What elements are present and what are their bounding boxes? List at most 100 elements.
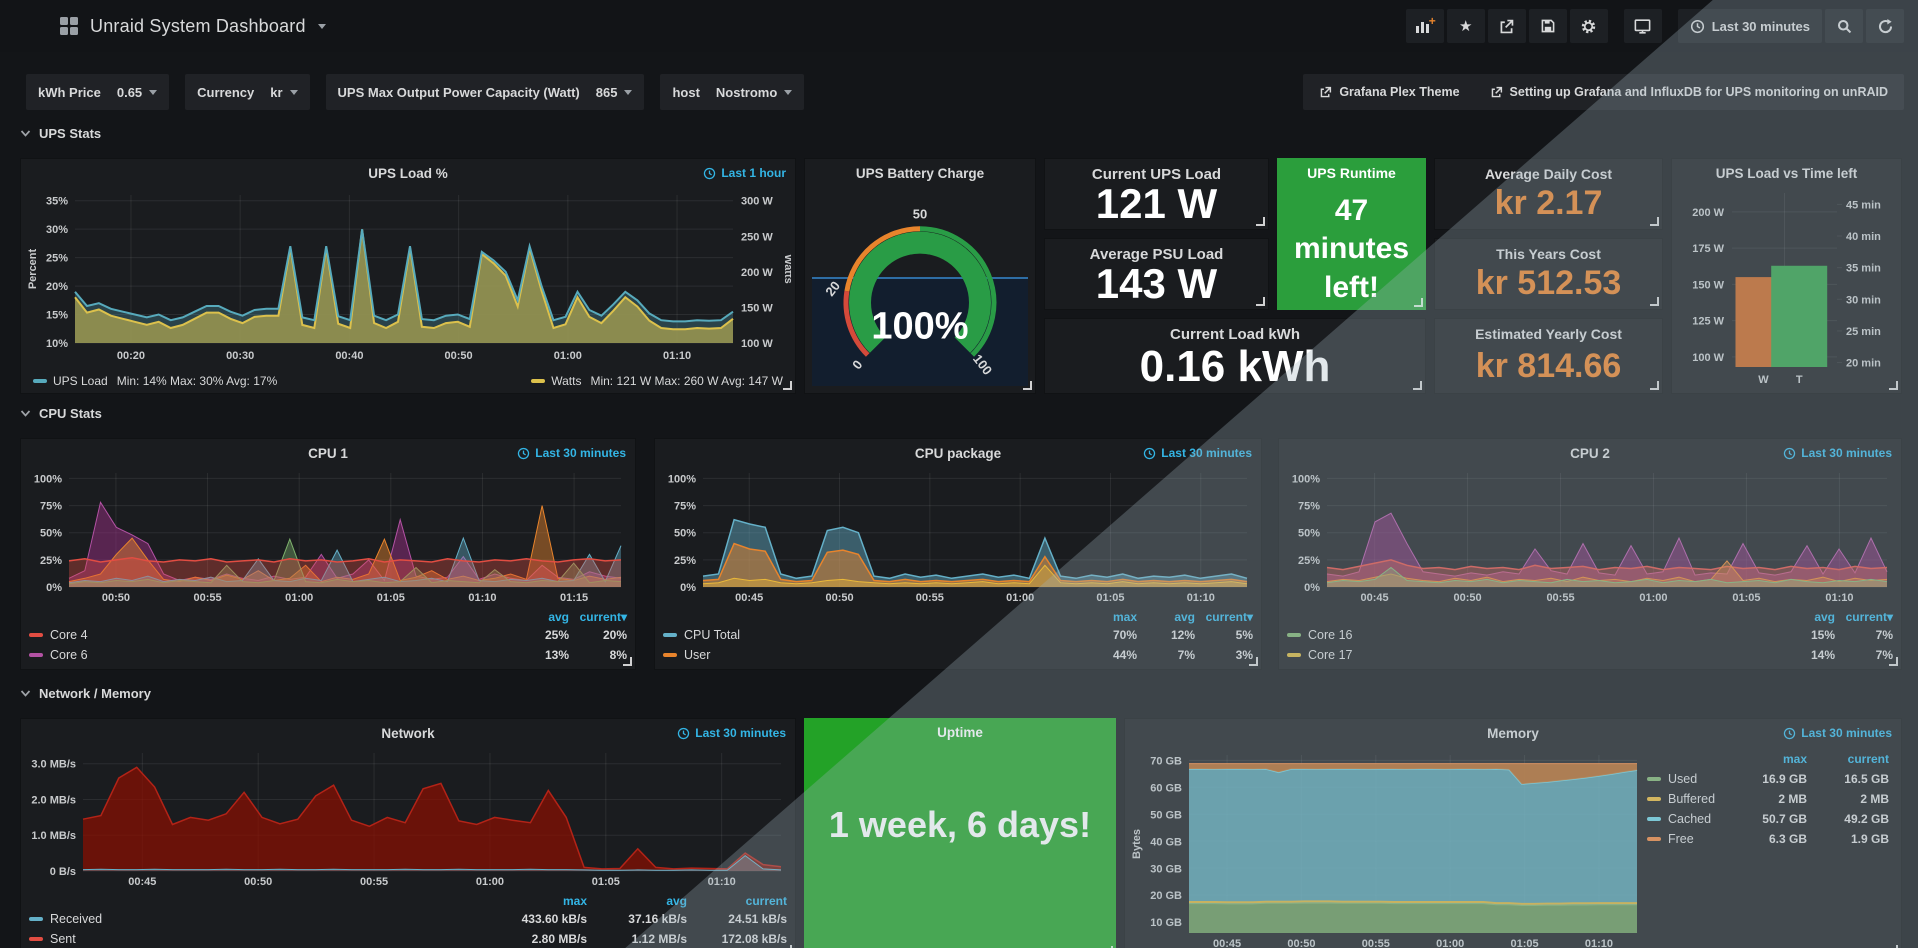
panel-resize-handle[interactable]: [1650, 381, 1659, 390]
legend-column-header[interactable]: current▾: [579, 609, 627, 624]
legend-column-header[interactable]: avg: [1174, 609, 1195, 624]
legend-swatch[interactable]: [33, 379, 47, 383]
legend-column-header[interactable]: max: [1782, 752, 1807, 766]
variable-value-dropdown[interactable]: Nostromo: [716, 85, 793, 100]
dashboard-grid-icon[interactable]: [60, 17, 78, 35]
legend-column-header[interactable]: current▾: [1845, 609, 1893, 624]
legend-series-name[interactable]: UPS Load: [53, 374, 108, 388]
network-chart[interactable]: 00:45 00:50 00:55 01:00 01:05 01:10 3.0 MB/s 2.…: [25, 747, 791, 889]
legend-column-header[interactable]: current: [1847, 752, 1889, 766]
link-ups-monitoring-guide[interactable]: Setting up Grafana and InfluxDB for UPS …: [1490, 85, 1888, 99]
link-grafana-plex-theme[interactable]: Grafana Plex Theme: [1319, 85, 1460, 99]
panel-title[interactable]: Average PSU Load: [1089, 246, 1224, 263]
legend-swatch[interactable]: [531, 379, 546, 383]
legend-series-name[interactable]: Watts: [551, 374, 582, 388]
chevron-down-icon[interactable]: [317, 23, 326, 29]
panel-title[interactable]: UPS Runtime: [1307, 165, 1396, 181]
panel-resize-handle[interactable]: [1023, 381, 1032, 390]
load-vs-time-bar-chart[interactable]: 200 W 175 W 150 W 125 W 100 W 45 min 40 min 35 …: [1676, 185, 1897, 389]
panel-resize-handle[interactable]: [1256, 297, 1265, 306]
section-cpu-stats[interactable]: CPU Stats: [20, 406, 102, 421]
panel-time-range[interactable]: Last 30 minutes: [1143, 446, 1252, 460]
legend-column-header[interactable]: avg: [1814, 609, 1835, 624]
legend-column-header[interactable]: current▾: [1205, 609, 1253, 624]
cpu1-chart[interactable]: 00:50 00:55 01:00 01:05 01:10 01:15 100% 75% 50%…: [25, 467, 631, 605]
memory-chart[interactable]: 00:45 00:50 00:55 01:00 01:05 01:10 70 GB 60 GB…: [1129, 747, 1643, 948]
battery-charge-gauge[interactable]: 0 20 50 100 100%: [813, 189, 1027, 385]
panel-title[interactable]: Current Load kWh: [1170, 326, 1300, 343]
share-button[interactable]: [1487, 9, 1526, 43]
time-range-picker[interactable]: Last 30 minutes: [1677, 9, 1822, 43]
legend-column-header[interactable]: avg: [666, 893, 687, 908]
variable-value-dropdown[interactable]: kr: [270, 85, 298, 100]
legend-swatch[interactable]: [29, 633, 43, 637]
legend-swatch[interactable]: [1287, 653, 1301, 657]
legend-column-header[interactable]: current: [745, 893, 787, 908]
panel-title[interactable]: Estimated Yearly Cost: [1475, 326, 1622, 342]
panel-resize-handle[interactable]: [1889, 945, 1898, 948]
panel-resize-handle[interactable]: [783, 945, 792, 948]
panel-resize-handle[interactable]: [1650, 217, 1659, 226]
panel-title[interactable]: This Years Cost: [1496, 246, 1601, 262]
settings-button[interactable]: [1569, 9, 1608, 43]
legend-swatch[interactable]: [1647, 797, 1661, 801]
panel-title[interactable]: CPU 2: [1570, 446, 1610, 461]
panel-time-range[interactable]: Last 30 minutes: [677, 726, 786, 740]
save-button[interactable]: [1528, 9, 1567, 43]
variable-value-dropdown[interactable]: 0.65: [117, 85, 158, 100]
legend-series-name[interactable]: User: [684, 648, 711, 662]
legend-series-name[interactable]: Core 6: [50, 648, 88, 662]
legend-series-name[interactable]: Used: [1668, 772, 1698, 786]
cpu2-chart[interactable]: 00:45 00:50 00:55 01:00 01:05 01:10 100% 75% 50%…: [1283, 467, 1897, 605]
legend-series-name[interactable]: Core 17: [1308, 648, 1353, 662]
legend-swatch[interactable]: [29, 917, 43, 921]
variable-value-dropdown[interactable]: 865: [596, 85, 633, 100]
legend-column-header[interactable]: avg: [548, 609, 569, 624]
legend-swatch[interactable]: [1647, 817, 1661, 821]
star-button[interactable]: ★: [1446, 9, 1485, 43]
section-ups-stats[interactable]: UPS Stats: [20, 126, 101, 141]
legend-series-name[interactable]: Core 16: [1308, 628, 1353, 642]
legend-series-name[interactable]: Core 4: [50, 628, 88, 642]
ups-load-chart[interactable]: 00:20 00:30 00:40 00:50 01:00 01:10 35% 30% 25% 2…: [25, 187, 794, 363]
legend-swatch[interactable]: [663, 633, 677, 637]
legend-series-name[interactable]: CPU Total: [684, 628, 741, 642]
legend-swatch[interactable]: [29, 653, 43, 657]
panel-resize-handle[interactable]: [1413, 381, 1422, 390]
panel-title[interactable]: UPS Load %: [368, 166, 448, 181]
legend-series-name[interactable]: Received: [50, 912, 103, 926]
legend-column-header[interactable]: max: [1112, 609, 1137, 624]
panel-title[interactable]: Current UPS Load: [1091, 166, 1222, 183]
panel-title[interactable]: Average Daily Cost: [1484, 166, 1613, 182]
cpu-package-chart[interactable]: 00:45 00:50 00:55 01:00 01:05 01:10 100% 75% 50%…: [659, 467, 1257, 605]
panel-title[interactable]: CPU 1: [308, 446, 348, 461]
panel-title[interactable]: UPS Battery Charge: [855, 166, 985, 181]
panel-time-range[interactable]: Last 30 minutes: [1783, 446, 1892, 460]
panel-resize-handle[interactable]: [1889, 381, 1898, 390]
refresh-button[interactable]: [1866, 9, 1904, 43]
panel-title[interactable]: Network: [381, 726, 435, 741]
panel-resize-handle[interactable]: [1650, 297, 1659, 306]
section-network-memory[interactable]: Network / Memory: [20, 686, 151, 701]
legend-series-name[interactable]: Cached: [1668, 812, 1712, 826]
panel-time-range[interactable]: Last 30 minutes: [517, 446, 626, 460]
tv-mode-button[interactable]: [1623, 9, 1662, 43]
legend-swatch[interactable]: [1647, 777, 1661, 781]
legend-series-name[interactable]: Buffered: [1668, 792, 1716, 806]
dashboard-title[interactable]: Unraid System Dashboard: [90, 15, 306, 36]
panel-resize-handle[interactable]: [1249, 657, 1258, 666]
panel-title[interactable]: UPS Load vs Time left: [1715, 166, 1858, 181]
panel-resize-handle[interactable]: [623, 657, 632, 666]
legend-swatch[interactable]: [1647, 837, 1661, 841]
legend-column-header[interactable]: max: [562, 893, 587, 908]
panel-title[interactable]: Uptime: [937, 725, 983, 740]
add-panel-button[interactable]: +: [1405, 9, 1444, 43]
panel-resize-handle[interactable]: [1256, 217, 1265, 226]
panel-time-range[interactable]: Last 30 minutes: [1783, 726, 1892, 740]
legend-swatch[interactable]: [1287, 633, 1301, 637]
legend-swatch[interactable]: [29, 937, 43, 941]
legend-swatch[interactable]: [663, 653, 677, 657]
legend-series-name[interactable]: Free: [1668, 832, 1694, 846]
panel-title[interactable]: Memory: [1487, 726, 1539, 741]
legend-series-name[interactable]: Sent: [50, 932, 76, 946]
